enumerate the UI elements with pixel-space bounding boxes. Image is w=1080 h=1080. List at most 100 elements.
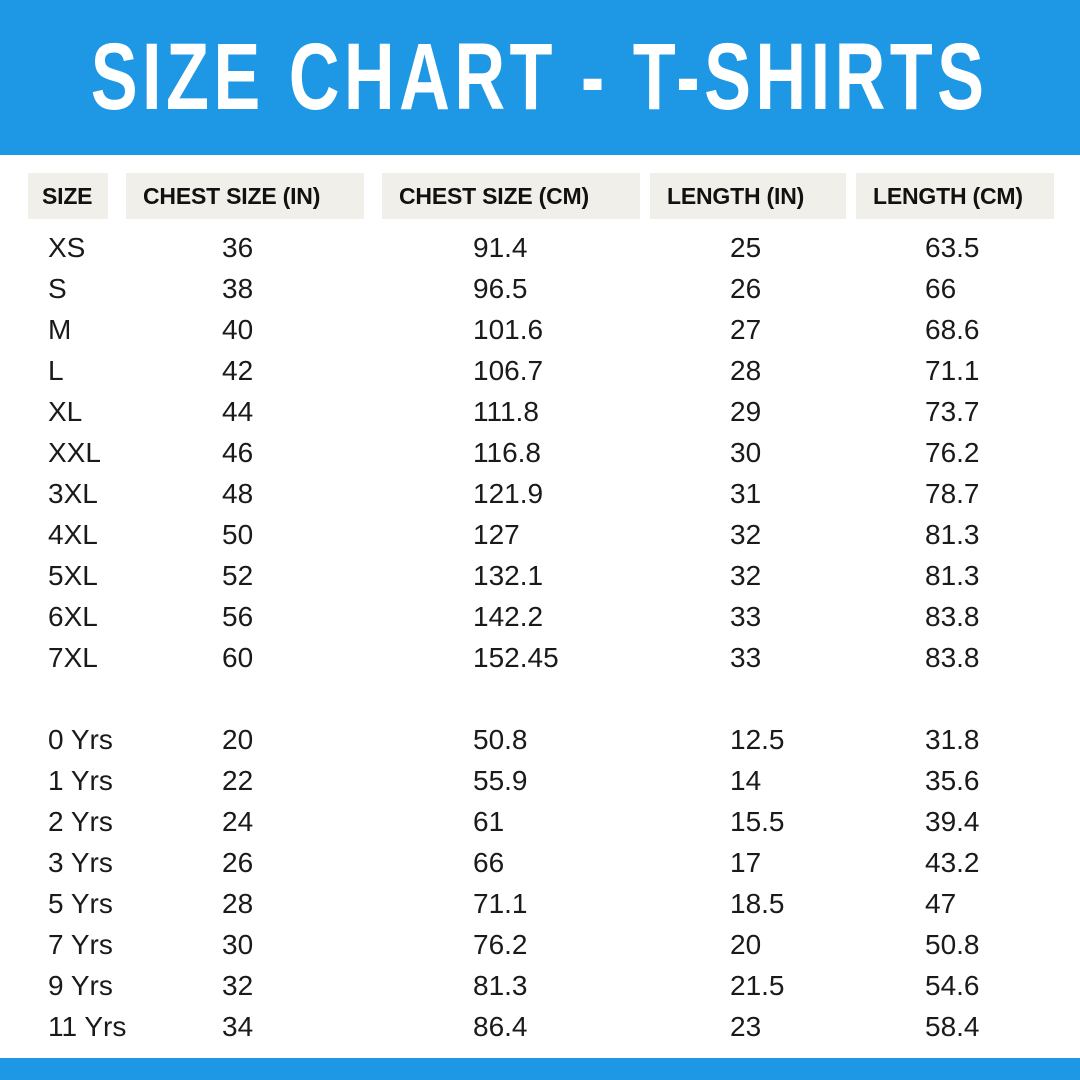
cell-length-cm: 83.8 <box>925 601 980 632</box>
cell-chest-cm: 132.1 <box>473 560 544 591</box>
cell-chest-in: 20 <box>222 724 254 755</box>
cell-chest-in: 22 <box>222 765 254 796</box>
cell-size: 3 Yrs <box>48 847 113 878</box>
title-banner: SIZE CHART - T-SHIRTS <box>0 0 1080 155</box>
cell-size: 7XL <box>48 642 98 673</box>
cell-chest-in: 30 <box>222 929 254 960</box>
cell-size: S <box>48 273 67 304</box>
cell-chest-in: 38 <box>222 273 254 304</box>
column-header-chest-cm-label: CHEST SIZE (CM) <box>399 182 589 209</box>
cell-chest-in: 36 <box>222 232 254 263</box>
cell-chest-cm: 91.4 <box>473 232 528 263</box>
column-header-length-cm-label: LENGTH (CM) <box>873 182 1023 209</box>
cell-chest-cm: 61 <box>473 806 505 837</box>
cell-length-cm: 66 <box>925 273 957 304</box>
column-header-size: SIZE <box>28 173 108 219</box>
cell-chest-in: 26 <box>222 847 254 878</box>
cell-chest-cm: 86.4 <box>473 1011 528 1042</box>
cell-length-in: 33 <box>730 642 762 673</box>
cell-length-cm: 31.8 <box>925 724 980 755</box>
cell-size: 0 Yrs <box>48 724 113 755</box>
cell-size: M <box>48 314 72 345</box>
cell-chest-in: 42 <box>222 355 254 386</box>
table-row: 2 Yrs 24 61 15.5 39.4 <box>0 801 1080 842</box>
cell-size: 7 Yrs <box>48 929 113 960</box>
cell-chest-cm: 81.3 <box>473 970 528 1001</box>
table-row: 5 Yrs 28 71.1 18.5 47 <box>0 883 1080 924</box>
cell-length-cm: 76.2 <box>925 437 980 468</box>
cell-chest-cm: 66 <box>473 847 505 878</box>
cell-chest-in: 50 <box>222 519 254 550</box>
cell-chest-cm: 142.2 <box>473 601 544 632</box>
table-row: 0 Yrs 20 50.8 12.5 31.8 <box>0 719 1080 760</box>
cell-size: L <box>48 355 64 386</box>
cell-length-cm: 58.4 <box>925 1011 980 1042</box>
table-row: XXL 46 116.8 30 76.2 <box>0 432 1080 473</box>
table-body: XS 36 91.4 25 63.5 S 38 96.5 26 66 M 40 101.6 27 68.6 L… <box>0 227 1080 1047</box>
table-row: XL 44 111.8 29 73.7 <box>0 391 1080 432</box>
table-row: S 38 96.5 26 66 <box>0 268 1080 309</box>
cell-chest-in: 40 <box>222 314 254 345</box>
cell-chest-cm: 111.8 <box>473 396 539 427</box>
column-header-size-label: SIZE <box>42 182 93 209</box>
cell-chest-in: 48 <box>222 478 254 509</box>
page-title: SIZE CHART - T-SHIRTS <box>91 24 989 130</box>
cell-chest-cm: 55.9 <box>473 765 528 796</box>
cell-chest-cm: 71.1 <box>473 888 528 919</box>
cell-size: 4XL <box>48 519 98 550</box>
cell-size: 5 Yrs <box>48 888 113 919</box>
cell-length-cm: 54.6 <box>925 970 980 1001</box>
cell-length-in: 18.5 <box>730 888 785 919</box>
table-row: 5XL 52 132.1 32 81.3 <box>0 555 1080 596</box>
column-header-length-in: LENGTH (IN) <box>650 173 846 219</box>
cell-length-in: 28 <box>730 355 762 386</box>
table-row: XS 36 91.4 25 63.5 <box>0 227 1080 268</box>
cell-chest-cm: 106.7 <box>473 355 544 386</box>
cell-length-cm: 50.8 <box>925 929 980 960</box>
cell-length-cm: 73.7 <box>925 396 980 427</box>
cell-length-cm: 47 <box>925 888 957 919</box>
cell-length-in: 14 <box>730 765 762 796</box>
column-header-chest-in: CHEST SIZE (IN) <box>126 173 364 219</box>
table-row: 3 Yrs 26 66 17 43.2 <box>0 842 1080 883</box>
cell-length-in: 12.5 <box>730 724 785 755</box>
cell-size: XL <box>48 396 83 427</box>
cell-chest-in: 28 <box>222 888 254 919</box>
size-table: SIZE CHEST SIZE (IN) CHEST SIZE (CM) LEN… <box>0 155 1080 1058</box>
cell-length-in: 25 <box>730 232 762 263</box>
cell-length-in: 21.5 <box>730 970 785 1001</box>
cell-length-in: 30 <box>730 437 762 468</box>
cell-chest-in: 32 <box>222 970 254 1001</box>
cell-length-in: 20 <box>730 929 762 960</box>
column-header-chest-cm: CHEST SIZE (CM) <box>382 173 640 219</box>
cell-size: XXL <box>48 437 101 468</box>
cell-length-cm: 63.5 <box>925 232 980 263</box>
cell-chest-cm: 76.2 <box>473 929 528 960</box>
cell-size: 2 Yrs <box>48 806 113 837</box>
cell-size: 9 Yrs <box>48 970 113 1001</box>
cell-length-cm: 78.7 <box>925 478 980 509</box>
column-header-chest-in-label: CHEST SIZE (IN) <box>143 182 321 209</box>
cell-size: 6XL <box>48 601 98 632</box>
table-row: 4XL 50 127 32 81.3 <box>0 514 1080 555</box>
column-header-length-in-label: LENGTH (IN) <box>667 182 805 209</box>
cell-chest-in: 44 <box>222 396 254 427</box>
cell-length-cm: 81.3 <box>925 560 980 591</box>
cell-chest-in: 24 <box>222 806 254 837</box>
table-row: 7XL 60 152.45 33 83.8 <box>0 637 1080 678</box>
cell-chest-cm: 127 <box>473 519 520 550</box>
column-header-length-cm: LENGTH (CM) <box>856 173 1054 219</box>
cell-length-cm: 43.2 <box>925 847 980 878</box>
cell-size: 1 Yrs <box>48 765 113 796</box>
cell-length-in: 32 <box>730 519 762 550</box>
cell-length-cm: 68.6 <box>925 314 980 345</box>
cell-chest-cm: 96.5 <box>473 273 528 304</box>
cell-length-in: 23 <box>730 1011 762 1042</box>
cell-size: 5XL <box>48 560 98 591</box>
cell-length-in: 17 <box>730 847 762 878</box>
table-row: 7 Yrs 30 76.2 20 50.8 <box>0 924 1080 965</box>
cell-length-cm: 81.3 <box>925 519 980 550</box>
table-row: M 40 101.6 27 68.6 <box>0 309 1080 350</box>
table-row: 6XL 56 142.2 33 83.8 <box>0 596 1080 637</box>
